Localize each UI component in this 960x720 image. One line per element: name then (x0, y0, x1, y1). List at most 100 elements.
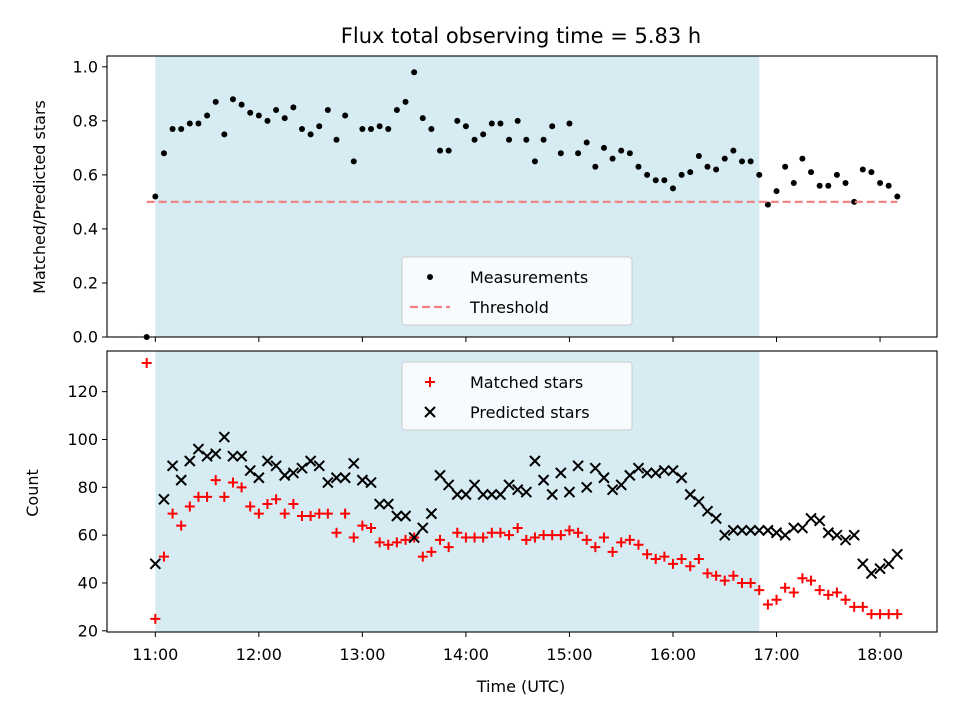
measurement-point-23 (342, 112, 349, 119)
measurement-point-37 (462, 123, 469, 130)
measurement-point-35 (445, 147, 452, 154)
matched-star-point-22 (331, 527, 342, 538)
matched-star-point-57 (633, 539, 644, 550)
matched-star-point-18 (296, 511, 307, 522)
predicted-star-point-19 (313, 460, 325, 472)
predicted-star-point-29 (399, 510, 412, 522)
matched-star-point-11 (236, 482, 247, 493)
predicted-star-point-7 (210, 448, 222, 460)
predicted-star-point-31 (417, 522, 429, 534)
predicted-star-point-61 (675, 472, 688, 484)
predicted-star-point-28 (391, 510, 403, 522)
predicted-star-point-45 (537, 474, 550, 486)
measurement-point-67 (721, 155, 728, 162)
predicted-star-point-9 (227, 450, 239, 462)
measurement-point-83 (859, 166, 866, 173)
predicted-star-point-80 (839, 534, 852, 546)
matched-star-point-85 (875, 609, 886, 620)
legend-measurements-swatch (427, 274, 433, 280)
matched-star-point-38 (469, 532, 480, 543)
matched-star-point-36 (452, 527, 463, 538)
matched-star-point-75 (788, 587, 799, 598)
matched-star-point-71 (754, 585, 765, 596)
count-legend: Matched stars Predicted stars (401, 361, 633, 431)
matched-star-point-26 (366, 522, 377, 533)
predicted-star-point-37 (468, 479, 481, 491)
ratio-legend: Measurements Threshold (401, 256, 633, 326)
ratio-y-tick-label-5: 1.0 (73, 57, 98, 76)
matched-star-point-53 (598, 532, 609, 543)
predicted-star-point-86 (891, 548, 904, 560)
predicted-star-point-60 (667, 464, 679, 477)
predicted-star-point-65 (710, 512, 722, 525)
measurement-point-33 (428, 125, 435, 132)
predicted-star-point-74 (788, 522, 800, 534)
predicted-star-point-83 (865, 567, 878, 580)
measurement-point-72 (764, 201, 771, 208)
count-y-tick-label-3: 80 (78, 478, 98, 497)
predicted-star-point-24 (356, 474, 369, 486)
predicted-star-point-48 (563, 486, 576, 498)
matched-star-point-65 (702, 568, 713, 579)
ratio-legend-label-0: Measurements (470, 268, 588, 287)
y-axis-label-count: Count (23, 469, 42, 517)
predicted-star-point-47 (555, 467, 567, 479)
predicted-star-point-42 (511, 483, 524, 496)
predicted-star-point-52 (598, 472, 610, 484)
measurement-point-87 (894, 193, 901, 200)
matched-star-point-14 (262, 499, 273, 510)
chart-title: Flux total observing time = 5.83 h (341, 24, 701, 48)
x-tick-label-2: 13:00 (339, 645, 385, 664)
matched-star-point-7 (202, 491, 213, 502)
predicted-star-point-51 (589, 462, 602, 474)
matched-star-point-24 (348, 532, 359, 543)
predicted-star-point-55 (624, 469, 636, 482)
measurement-point-20 (316, 123, 323, 130)
matched-star-point-69 (737, 577, 748, 588)
matched-star-point-21 (322, 508, 333, 519)
matched-star-point-63 (685, 561, 696, 572)
ratio-y-tick-label-4: 0.8 (73, 111, 98, 130)
matched-star-point-43 (512, 522, 523, 533)
measurement-point-52 (592, 163, 599, 170)
predicted-star-point-15 (279, 469, 291, 482)
ratio-panel: Flux total observing time = 5.83 h Match… (30, 24, 938, 347)
predicted-star-point-63 (693, 495, 705, 508)
measurement-point-38 (471, 136, 478, 143)
matched-star-point-72 (762, 599, 773, 610)
ratio-axes-frame (106, 55, 938, 338)
count-legend-label-1: Predicted stars (470, 403, 590, 422)
matched-star-point-68 (728, 570, 739, 581)
matched-star-point-13 (253, 508, 264, 519)
predicted-star-point-71 (762, 524, 774, 537)
matched-star-point-64 (693, 554, 704, 565)
matched-star-point-0 (141, 357, 152, 368)
measurement-point-82 (851, 198, 858, 205)
matched-star-point-35 (443, 542, 454, 553)
predicted-star-point-3 (175, 474, 187, 486)
matched-star-point-29 (391, 537, 402, 548)
predicted-star-point-49 (572, 460, 584, 472)
count-y-tick-label-4: 100 (67, 430, 98, 449)
measurement-point-59 (652, 177, 659, 184)
measurement-point-18 (298, 125, 305, 132)
predicted-star-point-81 (848, 529, 860, 541)
matched-star-point-33 (426, 546, 437, 557)
predicted-star-point-13 (261, 455, 274, 467)
measurement-point-74 (782, 163, 789, 170)
measurement-point-42 (506, 136, 513, 143)
predicted-star-point-2 (166, 460, 179, 472)
matched-star-point-87 (892, 609, 903, 620)
matched-star-point-19 (305, 511, 316, 522)
measurement-point-26 (368, 125, 375, 132)
count-legend-label-0: Matched stars (470, 373, 583, 392)
matched-star-point-10 (227, 477, 238, 488)
matched-star-point-46 (538, 530, 549, 541)
matched-star-point-77 (806, 575, 817, 586)
measurement-point-69 (739, 158, 746, 165)
count-y-tick-label-1: 40 (78, 573, 98, 592)
matched-star-point-32 (417, 551, 428, 562)
predicted-star-point-59 (658, 464, 671, 477)
predicted-star-point-20 (322, 476, 334, 489)
matched-star-point-34 (435, 534, 446, 545)
